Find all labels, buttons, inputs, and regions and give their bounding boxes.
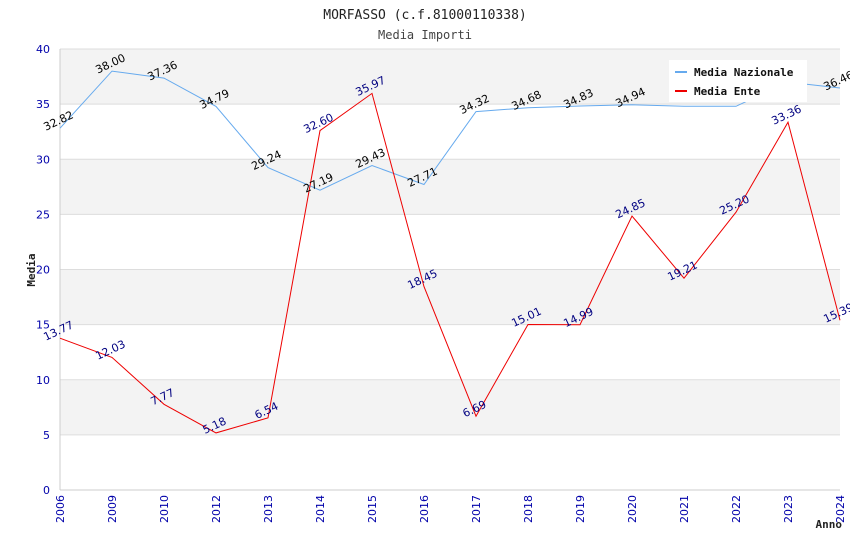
grid-band [60, 379, 840, 435]
y-tick-label: 40 [36, 43, 50, 56]
y-axis-ticks: 0 5 10 15 20 25 30 35 40 [36, 43, 50, 497]
series-line-0 [59, 70, 841, 191]
legend: Media Nazionale Media Ente [669, 60, 807, 102]
series-lines [59, 70, 841, 434]
grid-bands [59, 48, 840, 491]
y-tick-label: 20 [36, 264, 50, 277]
x-tick-label: 2017 [470, 495, 483, 523]
y-tick-label: 10 [36, 374, 50, 387]
x-tick-label: 2014 [314, 495, 327, 523]
series-line-1 [59, 92, 841, 434]
x-tick-label: 2009 [106, 495, 119, 523]
x-axis-ticks: 2006 2009 2010 2012 2013 2014 2015 2016 2017 2018… [54, 495, 847, 523]
x-tick-label: 2022 [730, 495, 743, 523]
x-tick-label: 2019 [574, 495, 587, 523]
legend-label: Media Nazionale [694, 66, 794, 79]
chart-title: MORFASSO (c.f.81000110338) [323, 8, 527, 23]
y-axis-label: Media [25, 253, 38, 286]
x-tick-label: 2016 [418, 495, 431, 523]
x-tick-label: 2018 [522, 495, 535, 523]
grid-band [60, 104, 840, 160]
x-tick-label: 2015 [366, 495, 379, 523]
grid-band [60, 214, 840, 270]
grid-band [60, 269, 840, 325]
x-tick-label: 2020 [626, 495, 639, 523]
grid-band [60, 159, 840, 215]
y-tick-label: 15 [36, 319, 50, 332]
y-tick-label: 5 [43, 429, 50, 442]
x-tick-label: 2012 [210, 495, 223, 523]
x-tick-label: 2023 [782, 495, 795, 523]
x-tick-label: 2006 [54, 495, 67, 523]
x-tick-label: 2010 [158, 495, 171, 523]
y-tick-label: 30 [36, 153, 50, 166]
x-tick-label: 2024 [834, 495, 847, 523]
x-axis-label: Anno [816, 518, 843, 531]
legend-label: Media Ente [694, 85, 761, 98]
legend-box [669, 60, 807, 102]
chart-subtitle: Media Importi [378, 28, 472, 42]
grid-band [60, 434, 840, 490]
y-tick-label: 0 [43, 484, 50, 497]
x-tick-label: 2021 [678, 495, 691, 523]
y-tick-label: 25 [36, 208, 50, 221]
y-tick-label: 35 [36, 98, 50, 111]
x-tick-label: 2013 [262, 495, 275, 523]
